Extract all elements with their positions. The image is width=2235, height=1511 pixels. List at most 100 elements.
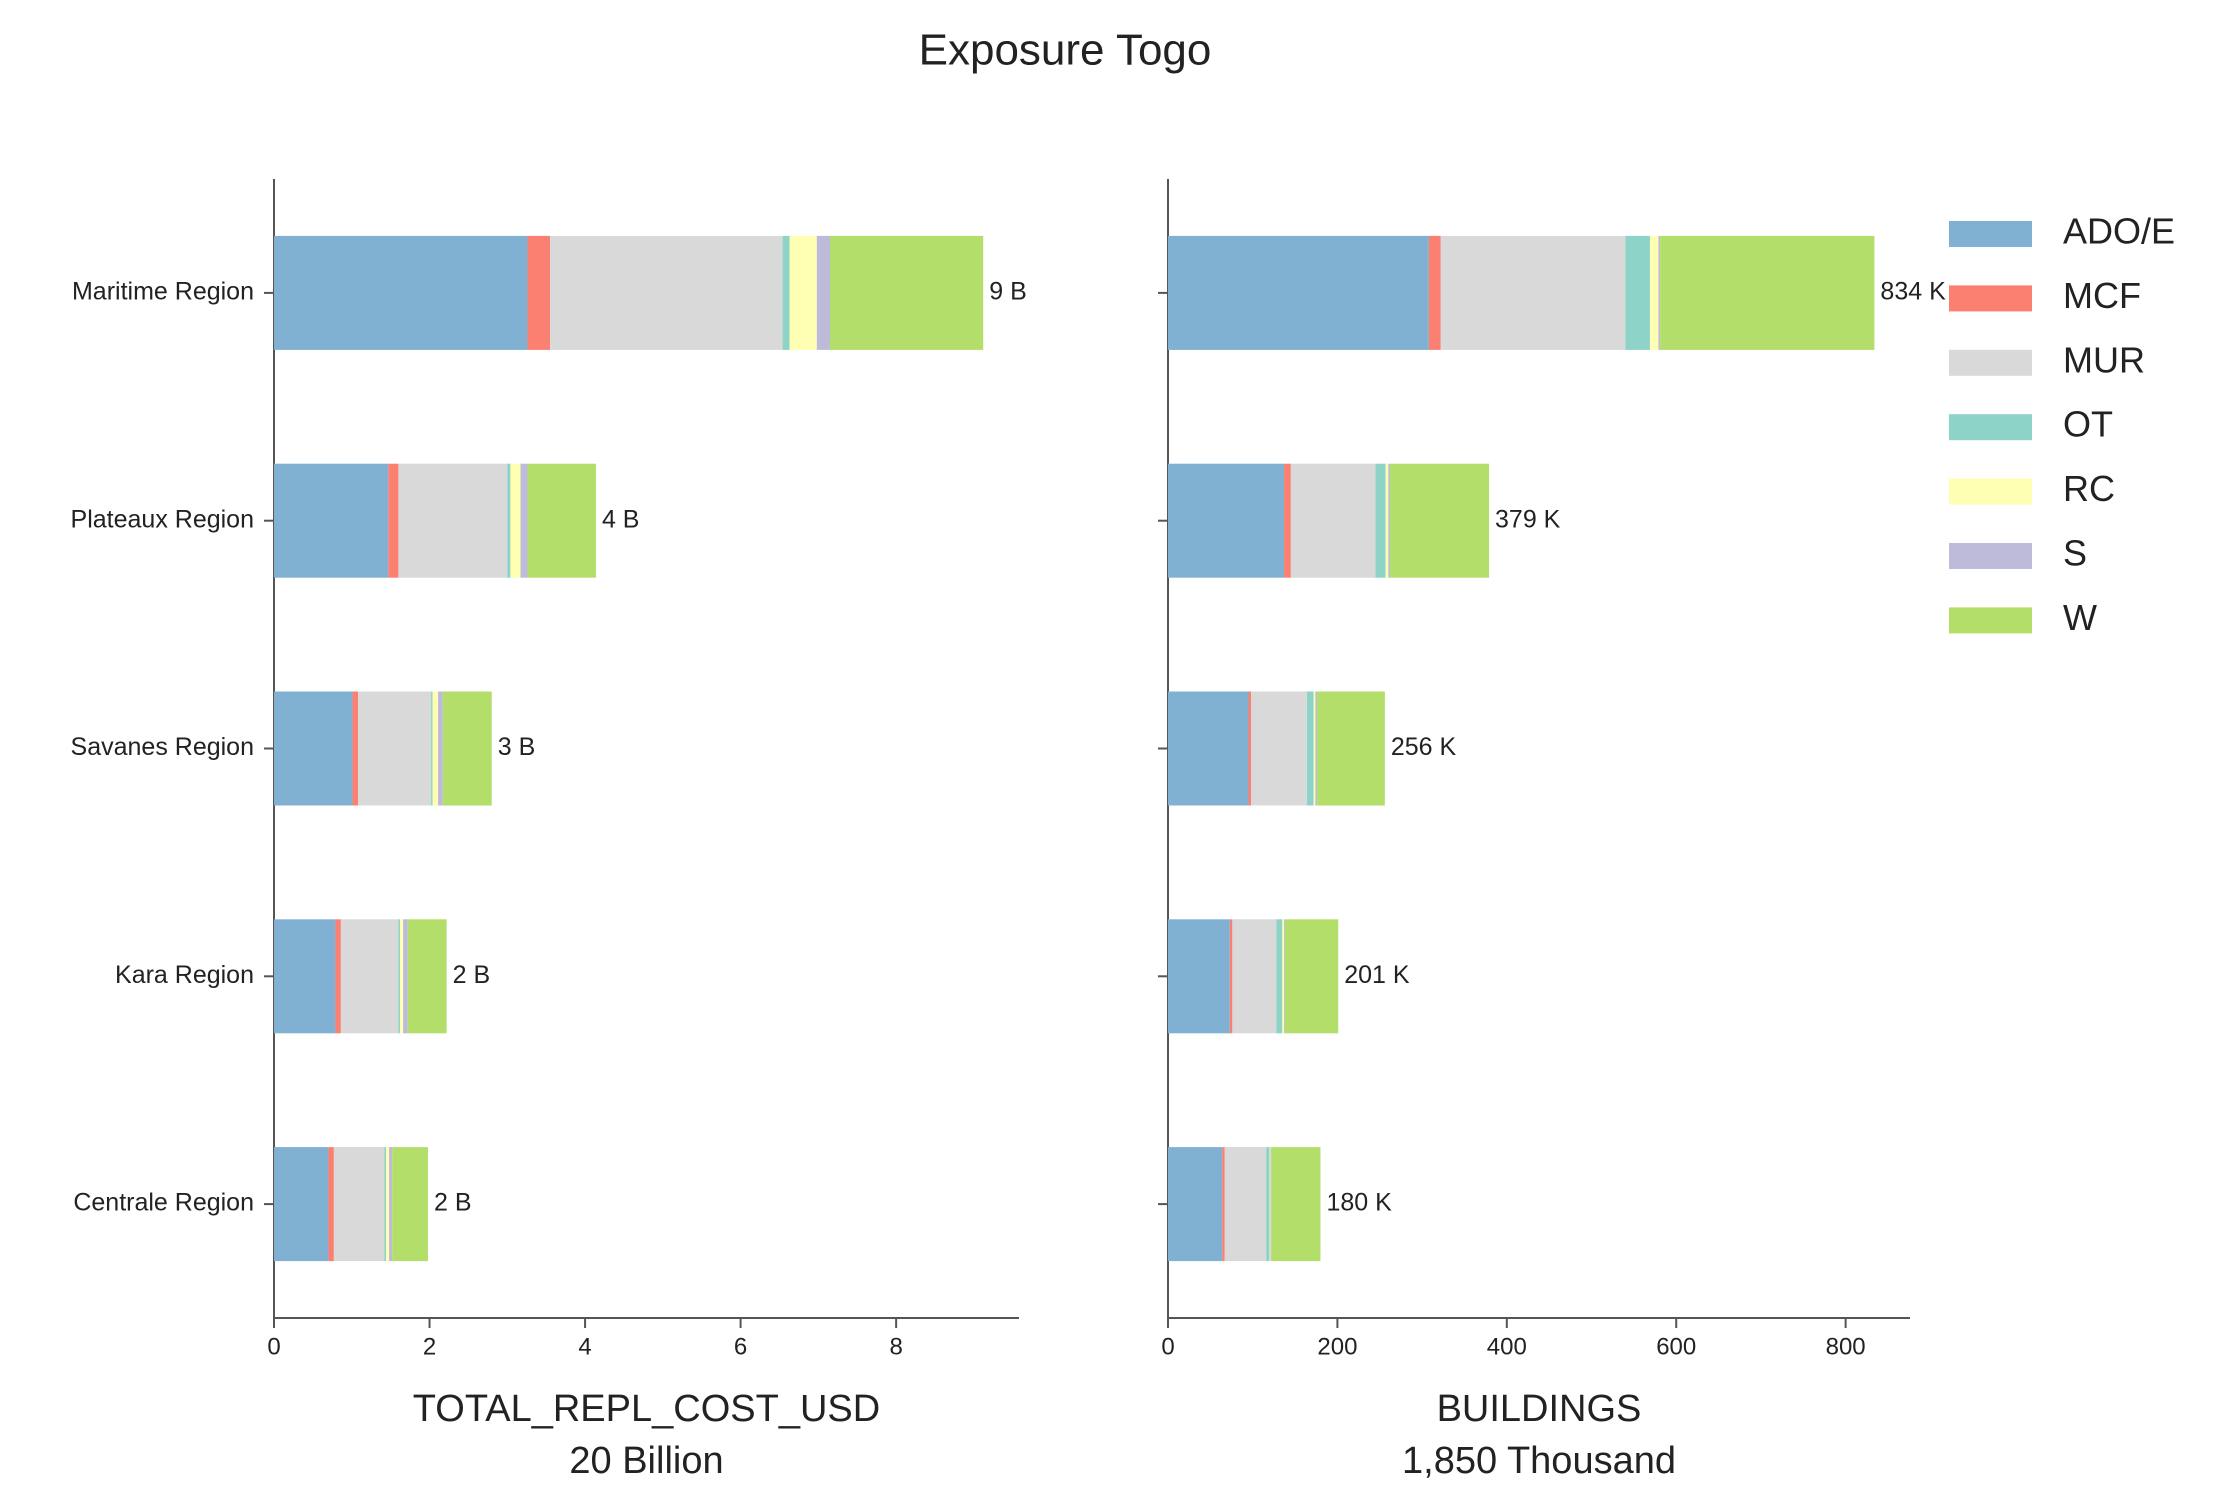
bar-segment: [1222, 1147, 1225, 1262]
bar-segment: [1385, 463, 1389, 578]
bar-segment: [1389, 463, 1490, 578]
figure-title: Exposure Togo: [919, 26, 1212, 75]
bar-segment: [274, 1147, 329, 1262]
legend-label: S: [2063, 533, 2087, 574]
legend-label: MUR: [2063, 339, 2145, 380]
bar-segment: [1290, 463, 1376, 578]
y-tick-label: Savanes Region: [71, 733, 254, 761]
x-tick-label: 800: [1826, 1333, 1866, 1360]
bar-segment: [1313, 691, 1316, 806]
bar-segment: [1306, 691, 1314, 806]
bar-segment: [1168, 1147, 1223, 1262]
total-label: 4 B: [602, 505, 640, 533]
bar-segment: [442, 691, 492, 806]
bar-segment: [431, 691, 433, 806]
total-label: 834 K: [1880, 278, 1946, 306]
x-tick-label: 6: [734, 1333, 747, 1360]
x-axis-label: BUILDINGS: [1437, 1388, 1642, 1430]
bar-segment: [1658, 235, 1661, 350]
bar-segment: [507, 463, 511, 578]
bar-segment: [1224, 1147, 1267, 1262]
bar-segment: [398, 463, 508, 578]
bar-segment: [1284, 919, 1285, 1034]
bar-segment: [407, 919, 447, 1034]
y-tick-label: Plateaux Region: [71, 505, 254, 533]
legend-swatch: [1949, 221, 2032, 247]
bar-segment: [1388, 463, 1390, 578]
legend-swatch: [1949, 478, 2032, 505]
bar-segment: [385, 1147, 390, 1262]
total-label: 201 K: [1344, 961, 1410, 989]
bar-segment: [789, 235, 817, 350]
bar-segment: [388, 463, 399, 578]
bar-segment: [527, 235, 551, 350]
bar-segment: [782, 235, 790, 350]
bar-segment: [520, 463, 528, 578]
legend-swatch: [1949, 414, 2032, 441]
bar-segment: [1282, 919, 1285, 1034]
bar-segment: [1229, 919, 1233, 1034]
bar-segment: [1276, 919, 1283, 1034]
total-label: 256 K: [1391, 733, 1457, 761]
bar-segment: [274, 463, 389, 578]
x-axis-note: 20 Billion: [569, 1440, 723, 1482]
total-label: 180 K: [1326, 1189, 1392, 1217]
bar-segment: [1248, 691, 1252, 806]
bar-segment: [274, 235, 528, 350]
bar-segment: [1440, 235, 1626, 350]
total-label: 2 B: [434, 1189, 472, 1217]
bar-segment: [328, 1147, 334, 1262]
legend-label: ADO/E: [2063, 211, 2175, 252]
x-tick-label: 200: [1317, 1333, 1357, 1360]
bar-segment: [1271, 1147, 1321, 1262]
x-tick-label: 4: [578, 1333, 591, 1360]
bar-segment: [1270, 1147, 1272, 1262]
bar-segment: [1168, 919, 1230, 1034]
legend-swatch: [1949, 543, 2032, 569]
bar-segment: [340, 919, 399, 1034]
bar-segment: [1266, 1147, 1270, 1262]
legend-label: MCF: [2063, 275, 2141, 316]
bar-segment: [830, 235, 984, 350]
bar-segment: [1168, 235, 1429, 350]
bar-segment: [1269, 1147, 1271, 1262]
bar-segment: [333, 1147, 385, 1262]
bar-segment: [1315, 691, 1318, 806]
bar-segment: [1317, 691, 1385, 806]
bar-segment: [389, 1147, 393, 1262]
x-axis-label: TOTAL_REPL_COST_USD: [413, 1388, 880, 1430]
bar-segment: [1375, 463, 1386, 578]
total-label: 9 B: [989, 278, 1027, 306]
y-tick-label: Maritime Region: [72, 278, 254, 306]
bar-segment: [335, 919, 341, 1034]
bar-segment: [432, 691, 439, 806]
x-tick-label: 0: [1161, 1333, 1174, 1360]
bar-segment: [1625, 235, 1650, 350]
bar-segment: [510, 463, 521, 578]
x-tick-label: 8: [889, 1333, 902, 1360]
total-label: 3 B: [498, 733, 536, 761]
bar-segment: [816, 235, 831, 350]
legend-swatch: [1949, 285, 2032, 312]
bar-segment: [399, 919, 404, 1034]
bar-segment: [352, 691, 358, 806]
bar-segment: [274, 691, 353, 806]
legend-label: RC: [2063, 468, 2115, 509]
y-tick-label: Kara Region: [115, 961, 254, 989]
bar-segment: [1660, 235, 1875, 350]
x-tick-label: 600: [1656, 1333, 1696, 1360]
bar-segment: [1232, 919, 1277, 1034]
legend-label: OT: [2063, 404, 2113, 445]
bar-segment: [274, 919, 336, 1034]
bar-segment: [1168, 463, 1285, 578]
bar-segment: [438, 691, 443, 806]
bar-segment: [357, 691, 432, 806]
legend-label: W: [2063, 597, 2097, 638]
bar-segment: [527, 463, 596, 578]
bar-segment: [403, 919, 408, 1034]
bar-segment: [1649, 235, 1659, 350]
y-tick-label: Centrale Region: [73, 1189, 254, 1217]
bar-segment: [1251, 691, 1307, 806]
bar-segment: [1284, 919, 1339, 1034]
x-tick-label: 2: [423, 1333, 436, 1360]
